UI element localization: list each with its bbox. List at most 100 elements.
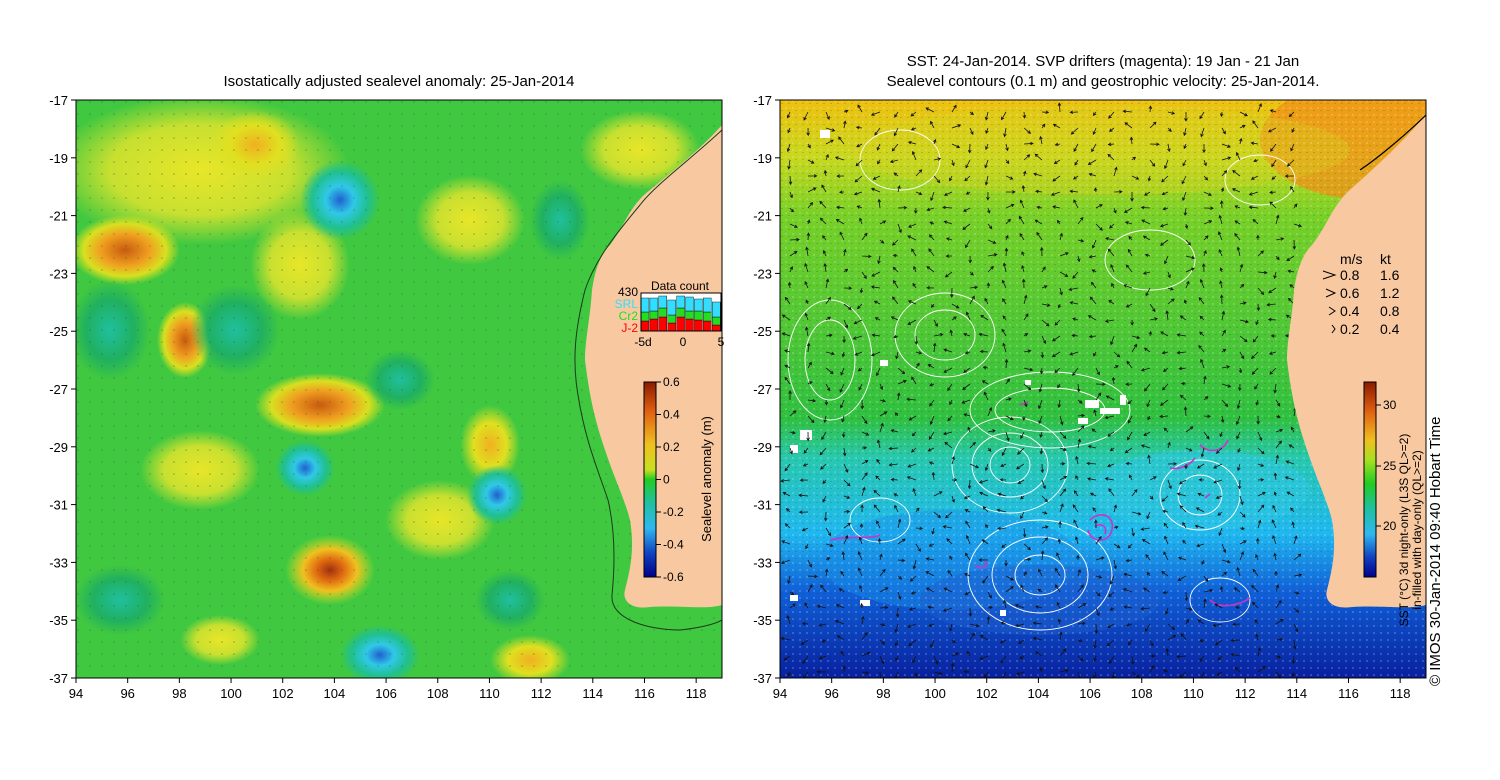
left-x-tick-label: 98 [172, 686, 186, 701]
velocity-arrow [820, 584, 827, 593]
velocity-arrow [819, 217, 827, 225]
velocity-arrow [1219, 111, 1224, 118]
velocity-arrow [1021, 278, 1026, 289]
velocity-arrow [1113, 525, 1119, 530]
velocity-arrow [1041, 537, 1049, 545]
velocity-arrow [1256, 303, 1261, 312]
velocity-arrow [1095, 591, 1101, 597]
velocity-arrow [823, 263, 827, 273]
velocity-arrow [965, 520, 971, 529]
velocity-arrow [861, 632, 868, 641]
velocity-arrow [780, 636, 791, 641]
velocity-arrow [1055, 584, 1061, 593]
velocity-arrow [951, 104, 957, 113]
velocity-arrow [825, 333, 833, 338]
velocity-arrow [1059, 462, 1066, 466]
velocity-arrow [843, 286, 853, 290]
velocity-arrow [1143, 347, 1151, 353]
velocity-arrow [1113, 207, 1117, 214]
velocity-arrow [1184, 111, 1188, 122]
velocity-arrow [1176, 350, 1187, 355]
velocity-arrow [963, 669, 971, 674]
velocity-arrow [963, 207, 971, 212]
velocity-arrow [806, 431, 810, 442]
velocity-arrow [1093, 639, 1097, 649]
velocity-arrow [804, 312, 809, 321]
velocity-arrow [1203, 588, 1214, 593]
data-count-bar [640, 320, 650, 332]
velocity-arrow [1163, 427, 1169, 433]
velocity-arrow [1248, 191, 1259, 196]
velocity-arrow [1077, 621, 1086, 626]
velocity-arrow [1057, 219, 1061, 225]
velocity-arrow [1131, 343, 1138, 353]
velocity-arrow [1221, 143, 1231, 148]
velocity-arrow [969, 623, 980, 628]
velocity-arrow [780, 479, 791, 483]
velocity-arrow [1038, 383, 1043, 393]
velocity-arrow [843, 495, 851, 499]
velocity-arrow [911, 447, 917, 453]
left-x-tick-label: 100 [220, 686, 242, 701]
data-count-bar [694, 319, 703, 332]
velocity-arrow [1275, 440, 1282, 449]
velocity-arrow [1167, 287, 1174, 291]
velocity-arrow [1270, 143, 1277, 152]
velocity-arrow [1233, 587, 1241, 593]
velocity-arrow [1020, 511, 1025, 520]
velocity-arrow [1124, 122, 1133, 129]
velocity-arrow [1001, 447, 1007, 456]
velocity-arrow [1069, 351, 1079, 356]
velocity-arrow [1072, 317, 1079, 321]
velocity-arrow [1183, 299, 1188, 305]
velocity-arrow [840, 399, 845, 409]
velocity-arrow [1128, 235, 1133, 241]
velocity-legend-kt-value: 0.8 [1380, 303, 1400, 319]
velocity-arrow [914, 335, 919, 345]
data-count-bar [658, 307, 667, 318]
data-count-bar [694, 310, 703, 321]
velocity-arrow [1040, 351, 1045, 359]
velocity-arrow [825, 367, 834, 375]
velocity-arrow [789, 603, 796, 609]
velocity-arrow [1160, 239, 1169, 246]
velocity-arrow [985, 524, 989, 529]
velocity-arrow [1036, 231, 1043, 241]
velocity-arrow [1125, 558, 1133, 563]
velocity-arrow [942, 525, 953, 529]
velocity-arrow [856, 143, 863, 148]
velocity-arrow [1040, 550, 1045, 561]
velocity-arrow [1015, 671, 1025, 676]
velocity-arrow [1005, 218, 1011, 225]
velocity-arrow [782, 492, 791, 497]
velocity-arrow [1182, 521, 1187, 529]
velocity-arrow [933, 655, 939, 665]
velocity-arrow [1110, 335, 1115, 346]
velocity-arrow [1149, 159, 1156, 167]
velocity-arrow [1160, 331, 1169, 337]
velocity-arrow [1069, 301, 1079, 305]
velocity-arrow [987, 447, 992, 452]
velocity-arrow [927, 364, 935, 369]
velocity-arrow [1107, 431, 1115, 437]
velocity-arrow [897, 185, 901, 193]
velocity-arrow [1095, 607, 1100, 617]
velocity-arrow [803, 111, 809, 121]
velocity-arrow [951, 495, 955, 503]
velocity-arrow [1032, 621, 1043, 625]
velocity-arrow [1022, 527, 1027, 538]
velocity-arrow [861, 486, 866, 497]
velocity-arrow [1182, 191, 1187, 202]
velocity-arrow [1221, 365, 1231, 369]
velocity-arrow [1127, 431, 1133, 441]
velocity-arrow [951, 159, 955, 167]
velocity-arrow [1176, 492, 1187, 497]
velocity-arrow [879, 220, 887, 225]
velocity-arrow [978, 479, 989, 484]
velocity-arrow [928, 623, 935, 627]
velocity-arrow [942, 607, 953, 612]
velocity-arrow [824, 399, 829, 406]
velocity-arrow [871, 271, 881, 277]
velocity-arrow [1005, 397, 1012, 401]
right-x-tick-label: 112 [1235, 686, 1256, 701]
